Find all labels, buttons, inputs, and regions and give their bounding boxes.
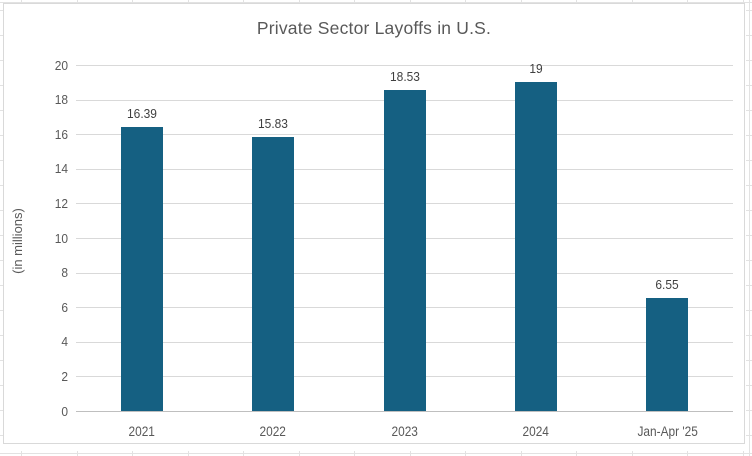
spreadsheet-gridline [687,451,688,456]
x-tick-label-2022: 2022 [259,424,287,439]
spreadsheet-gridline [687,0,688,4]
spreadsheet-gridline [0,135,3,136]
y-tick-label: 20 [54,57,68,73]
y-tick-label: 8 [61,265,68,281]
spreadsheet-gridline [77,451,78,456]
spreadsheet-gridline [21,0,22,4]
spreadsheet-gridline [132,451,133,456]
spreadsheet-gridline [746,185,752,186]
bar-Jan-Apr '25 [646,297,689,411]
spreadsheet-gridline [576,451,577,456]
spreadsheet-gridline [0,2,752,3]
y-tick-label: 12 [54,195,68,211]
spreadsheet-gridline [0,110,3,111]
chart-container[interactable]: Private Sector Layoffs in U.S. (in milli… [3,3,745,444]
x-axis-line [76,411,733,412]
spreadsheet-gridline [354,451,355,456]
spreadsheet-gridline [746,310,752,311]
spreadsheet-gridline [746,385,752,386]
spreadsheet-gridline [0,260,3,261]
y-tick-label: 0 [61,403,68,419]
spreadsheet-gridline [132,0,133,4]
data-label-2022: 15.83 [258,116,289,132]
data-label-2023: 18.53 [389,69,420,85]
spreadsheet-gridline [0,285,3,286]
spreadsheet-gridline [746,285,752,286]
spreadsheet-gridline [0,410,3,411]
spreadsheet-gridline [188,451,189,456]
spreadsheet-gridline [521,451,522,456]
bar-2023 [383,90,426,411]
spreadsheet-gridline [0,360,3,361]
bar-2021 [120,127,163,411]
spreadsheet-gridline [746,85,752,86]
y-tick-label: 18 [54,92,68,108]
y-tick-label: 10 [54,230,68,246]
spreadsheet-gridline [746,260,752,261]
spreadsheet-gridline [0,335,3,336]
x-tick-label-Jan-Apr '25: Jan-Apr '25 [637,424,698,439]
spreadsheet-gridline [749,0,750,456]
spreadsheet-gridline [0,35,3,36]
spreadsheet-gridline [0,85,3,86]
spreadsheet-gridline [0,235,3,236]
spreadsheet-gridline [0,453,752,454]
spreadsheet-gridline [632,0,633,4]
x-tick-label-2021: 2021 [128,424,155,439]
spreadsheet-gridline [243,0,244,4]
data-label-2024: 19 [529,61,543,77]
spreadsheet-gridline [0,185,3,186]
spreadsheet-gridline [77,0,78,4]
spreadsheet-gridline [0,435,3,436]
spreadsheet-gridline [299,451,300,456]
spreadsheet-gridline [21,451,22,456]
chart-title: Private Sector Layoffs in U.S. [256,18,492,38]
spreadsheet-gridline [746,410,752,411]
spreadsheet-gridline [632,451,633,456]
spreadsheet-gridline [743,0,744,4]
spreadsheet-gridline [746,10,752,11]
spreadsheet-gridline [0,310,3,311]
horizontal-gridline [76,65,733,66]
spreadsheet-gridline [746,160,752,161]
x-tick-label-2024: 2024 [522,424,550,439]
spreadsheet-gridline [521,0,522,4]
spreadsheet-gridline [576,0,577,4]
bar-2022 [252,137,295,411]
spreadsheet-gridline [746,35,752,36]
spreadsheet-gridline [746,110,752,111]
spreadsheet-gridline [743,451,744,456]
spreadsheet-gridline [746,335,752,336]
spreadsheet-gridline [410,451,411,456]
y-tick-label: 4 [61,334,68,350]
spreadsheet-gridline [188,0,189,4]
spreadsheet-gridline [746,135,752,136]
spreadsheet-gridline [746,235,752,236]
bar-2024 [514,82,557,411]
spreadsheet-gridline [0,10,3,11]
spreadsheet-gridline [746,60,752,61]
y-tick-label: 16 [54,126,68,142]
spreadsheet-gridline [0,385,3,386]
spreadsheet-gridline [299,0,300,4]
spreadsheet-gridline [746,210,752,211]
spreadsheet-gridline [410,0,411,4]
y-tick-label: 2 [61,368,68,384]
spreadsheet-gridline [0,60,3,61]
y-tick-label: 6 [61,299,68,315]
spreadsheet-gridline [746,360,752,361]
spreadsheet-gridline [0,160,3,161]
spreadsheet-gridline [465,451,466,456]
spreadsheet-gridline [354,0,355,4]
y-tick-label: 14 [54,161,68,177]
spreadsheet-gridline [0,210,3,211]
x-tick-label-2023: 2023 [391,424,418,439]
data-label-Jan-Apr '25: 6.55 [655,276,679,292]
spreadsheet-gridline [465,0,466,4]
data-label-2021: 16.39 [126,106,157,122]
plot-area: 0 2 4 6 8 10 12 14 16 18 20 16.39 2021 15.83 2022 18.53… [4,4,746,445]
spreadsheet-gridline [746,435,752,436]
spreadsheet-gridline [243,451,244,456]
